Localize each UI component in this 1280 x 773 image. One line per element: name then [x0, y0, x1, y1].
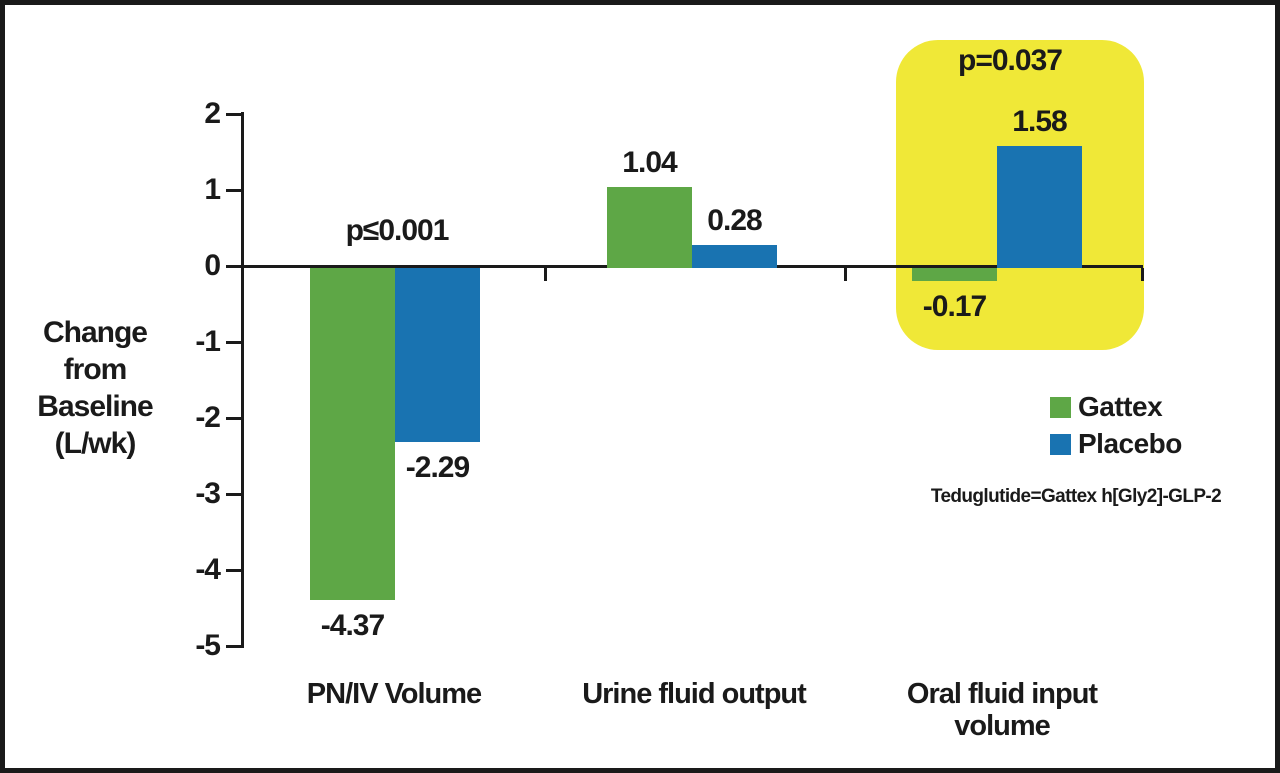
p-value-annotation-oral: p=0.037 — [958, 44, 1063, 77]
value-label-gattex-2: -0.17 — [922, 290, 987, 323]
y-tick-label-0: 0 — [204, 249, 221, 282]
y-axis-title-line2: from — [63, 353, 128, 386]
bar-gattex-1 — [607, 187, 692, 268]
bar-placebo-0 — [395, 268, 480, 442]
x-axis-tick-1 — [844, 268, 847, 281]
value-label-gattex-1: 1.04 — [622, 146, 677, 179]
y-tick--4 — [226, 569, 243, 572]
x-axis-tick-0 — [544, 268, 547, 281]
y-tick-label--5: -5 — [195, 629, 221, 662]
y-tick--2 — [226, 417, 243, 420]
y-tick-label--2: -2 — [195, 401, 221, 434]
y-axis-title-line4: (L/wk) — [54, 427, 137, 460]
bar-gattex-2 — [912, 268, 997, 281]
x-axis-tick-2 — [1141, 268, 1144, 281]
legend-item-placebo: Placebo — [1050, 429, 1182, 459]
category-label-urine-fluid-output: Urine fluid output — [582, 678, 807, 710]
value-label-placebo-0: -2.29 — [405, 451, 470, 484]
footnote: Teduglutide=Gattex h[Gly2]-GLP-2 — [930, 486, 1222, 507]
y-tick-1 — [226, 189, 243, 192]
y-tick-0 — [226, 265, 243, 268]
legend-item-gattex: Gattex — [1050, 392, 1182, 422]
y-axis-title-line1: Change — [42, 316, 148, 349]
y-tick--1 — [226, 341, 243, 344]
category-label-pniv-volume: PN/IV Volume — [306, 678, 482, 710]
value-label-placebo-1: 0.28 — [707, 204, 762, 237]
y-tick-label--4: -4 — [195, 553, 221, 586]
value-label-placebo-2: 1.58 — [1012, 105, 1067, 138]
y-tick-label--3: -3 — [195, 477, 221, 510]
y-axis-line — [241, 112, 244, 648]
placebo-swatch-icon — [1050, 433, 1071, 455]
gattex-swatch-icon — [1050, 396, 1071, 418]
bar-gattex-0 — [310, 268, 395, 600]
y-tick--5 — [226, 645, 243, 648]
y-tick--3 — [226, 493, 243, 496]
category-label-oral-fluid-input: Oral fluid input volume — [906, 678, 1098, 742]
bar-placebo-1 — [692, 245, 777, 268]
bar-placebo-2 — [997, 146, 1082, 268]
y-tick-label-2: 2 — [204, 97, 221, 130]
y-tick-label-1: 1 — [204, 173, 221, 206]
legend-label-placebo: Placebo — [1078, 428, 1182, 459]
y-axis-title: Change from Baseline (L/wk) — [5, 314, 185, 462]
legend: Gattex Placebo — [1050, 392, 1182, 466]
y-tick-2 — [226, 113, 243, 116]
y-axis-title-line3: Baseline — [37, 390, 153, 423]
p-value-annotation-pniv: p≤0.001 — [345, 214, 450, 247]
value-label-gattex-0: -4.37 — [320, 609, 385, 642]
legend-label-gattex: Gattex — [1078, 391, 1163, 422]
y-tick-label--1: -1 — [195, 325, 221, 358]
